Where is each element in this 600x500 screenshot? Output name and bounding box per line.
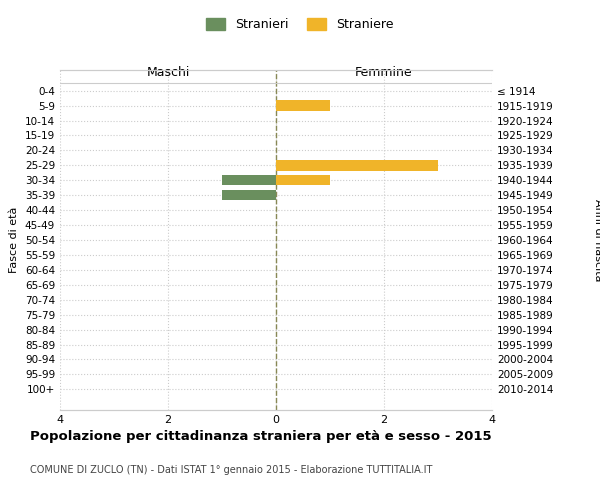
Bar xyxy=(276,100,330,111)
Y-axis label: Fasce di età: Fasce di età xyxy=(10,207,19,273)
Text: Popolazione per cittadinanza straniera per età e sesso - 2015: Popolazione per cittadinanza straniera p… xyxy=(30,430,491,443)
Bar xyxy=(222,175,276,186)
Text: Maschi: Maschi xyxy=(146,66,190,78)
Bar xyxy=(276,160,438,170)
Bar xyxy=(276,175,330,186)
Text: Femmine: Femmine xyxy=(355,66,413,78)
Legend: Stranieri, Straniere: Stranieri, Straniere xyxy=(200,11,400,38)
Text: COMUNE DI ZUCLO (TN) - Dati ISTAT 1° gennaio 2015 - Elaborazione TUTTITALIA.IT: COMUNE DI ZUCLO (TN) - Dati ISTAT 1° gen… xyxy=(30,465,433,475)
Bar xyxy=(222,190,276,200)
Y-axis label: Anni di nascita: Anni di nascita xyxy=(593,198,600,281)
